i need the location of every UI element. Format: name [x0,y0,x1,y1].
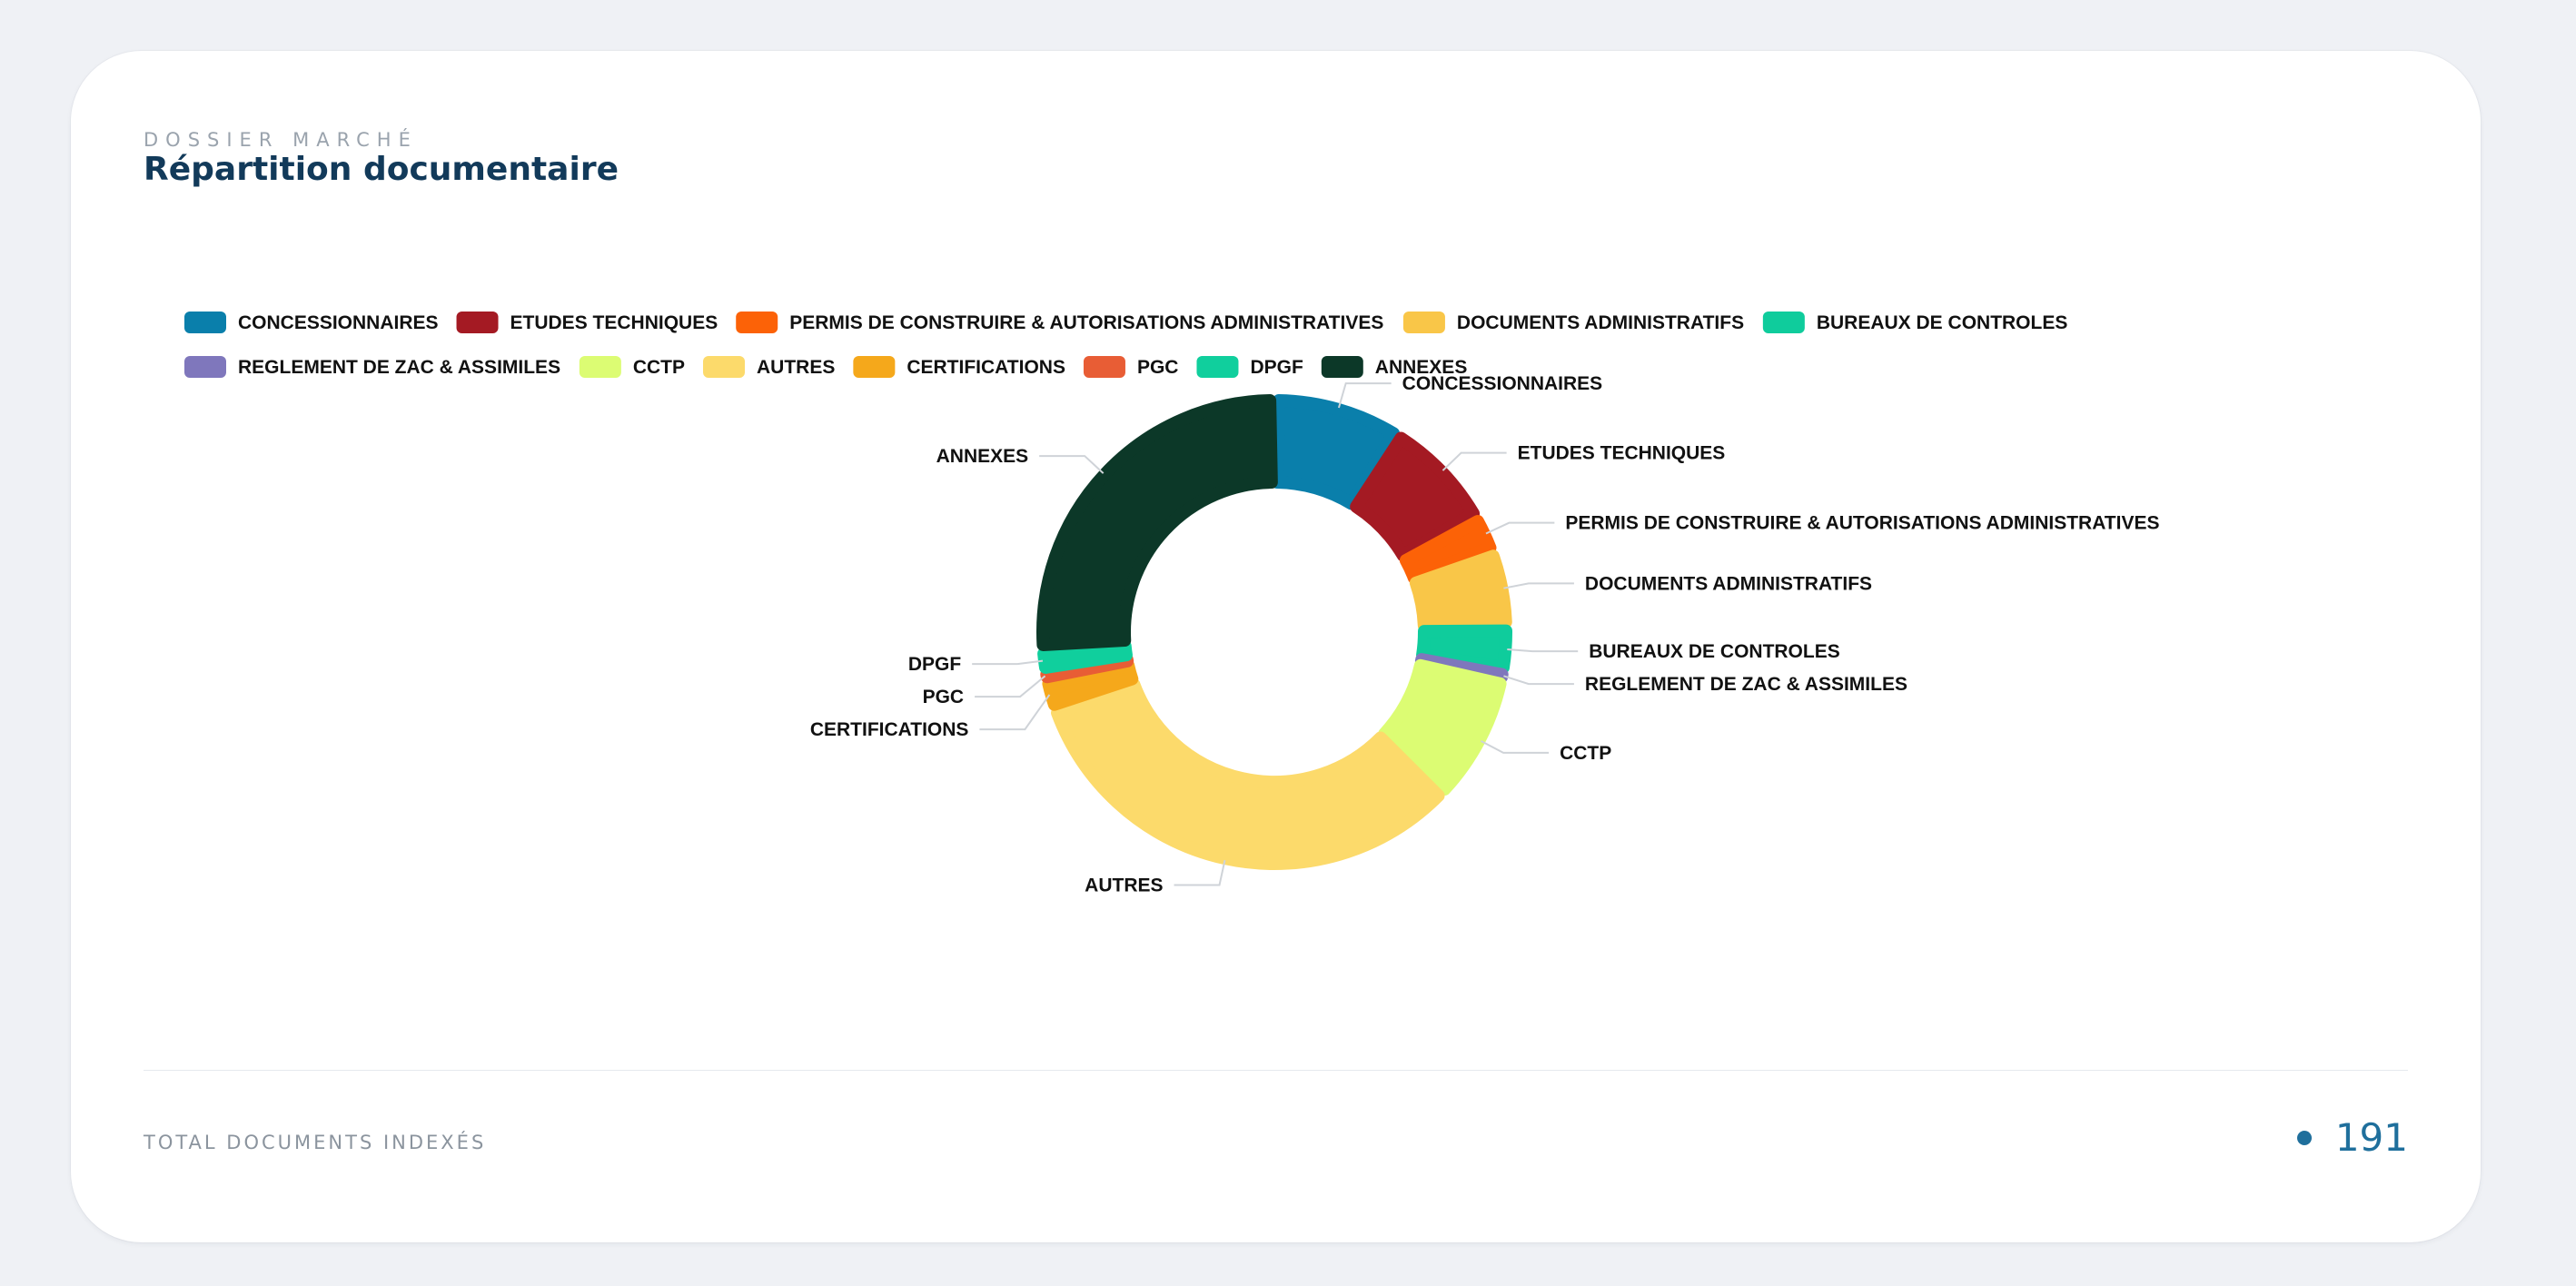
leader-line-documents-administratifs [1503,582,1574,589]
leader-line-certifications [979,694,1051,731]
legend-swatch [184,312,226,333]
legend-swatch [1196,356,1239,378]
legend-label: CERTIFICATIONS [907,357,1065,378]
section-eyebrow: DOSSIER MARCHÉ [144,129,418,151]
legend-item-annexes[interactable]: ANNEXES [1321,356,1468,378]
leader-line-cctp [1480,739,1550,754]
leader-line-etudes-techniques [1442,451,1507,471]
slice-label-cctp: CCTP [1560,743,1611,764]
donut-chart: CONCESSIONNAIRES ETUDES TECHNIQUES PERMIS … [184,312,2160,896]
legend-swatch [1083,356,1125,378]
footer-divider [144,1070,2408,1071]
slice-label-permis-de-construire-and-autorisations-administratives: PERMIS DE CONSTRUIRE & AUTORISATIONS ADM… [1565,513,2159,534]
legend-item-documents-administratifs[interactable]: DOCUMENTS ADMINISTRATIFS [1402,312,1744,333]
legend-item-concessionnaires[interactable]: CONCESSIONNAIRES [184,312,439,333]
legend-label: AUTRES [757,357,835,378]
leader-line-annexes [1039,455,1105,474]
slice-concessionnaires[interactable] [1271,394,1401,510]
chart-card: DOSSIER MARCHÉ Répartition documentaire … [71,51,2481,1242]
legend-label: DOCUMENTS ADMINISTRATIFS [1457,312,1744,333]
status-dot-icon [2296,1130,2312,1145]
leader-line-permis-de-construire-and-autorisations-administratives [1485,521,1555,535]
legend-label: REGLEMENT DE ZAC & ASSIMILES [238,357,560,378]
slice-label-certifications: CERTIFICATIONS [810,719,969,740]
legend-label: ANNEXES [1375,357,1468,378]
legend-item-dpgf[interactable]: DPGF [1196,356,1303,378]
slice-label-reglement-de-zac-and-assimiles: REGLEMENT DE ZAC & ASSIMILES [1585,674,1907,695]
legend-item-bureaux-de-controles[interactable]: BUREAUX DE CONTROLES [1762,312,2068,333]
slice-label-etudes-techniques: ETUDES TECHNIQUES [1518,443,1726,464]
slice-annexes[interactable] [1035,394,1278,651]
legend-swatch [1402,312,1445,333]
legend-label: CONCESSIONNAIRES [238,312,439,333]
total-label: TOTAL DOCUMENTS INDEXÉS [144,1132,487,1153]
legend-label: PERMIS DE CONSTRUIRE & AUTORISATIONS ADM… [789,312,1383,333]
legend-item-cctp[interactable]: CCTP [579,356,685,378]
legend-swatch [1762,312,1805,333]
legend-swatch [456,312,499,333]
legend-swatch [736,312,778,333]
slice-label-autres: AUTRES [1085,875,1163,896]
legend-swatch [853,356,896,378]
slice-documents-administratifs[interactable] [1409,549,1512,632]
leader-line-autres [1174,859,1226,886]
slice-label-bureaux-de-controles: BUREAUX DE CONTROLES [1589,641,1840,662]
legend-label: CCTP [633,357,685,378]
donut-slices [1035,394,1513,870]
legend-item-certifications[interactable]: CERTIFICATIONS [853,356,1065,378]
chart-legend: CONCESSIONNAIRES ETUDES TECHNIQUES PERMIS … [184,312,2067,378]
legend-swatch [703,356,746,378]
slice-label-dpgf: DPGF [908,654,962,675]
legend-item-autres[interactable]: AUTRES [703,356,835,378]
legend-label: PGC [1137,357,1179,378]
leader-line-concessionnaires [1337,382,1392,409]
legend-label: DPGF [1250,357,1303,378]
slice-cctp[interactable] [1378,658,1507,796]
legend-item-pgc[interactable]: PGC [1083,356,1179,378]
leader-line-dpgf [972,659,1044,666]
legend-item-etudes-techniques[interactable]: ETUDES TECHNIQUES [456,312,718,333]
legend-item-reglement-de-zac-and-assimiles[interactable]: REGLEMENT DE ZAC & ASSIMILES [184,356,560,378]
leader-line-pgc [975,675,1046,698]
chart-title: Répartition documentaire [144,151,619,188]
slice-label-concessionnaires: CONCESSIONNAIRES [1402,373,1603,394]
legend-label: ETUDES TECHNIQUES [510,312,718,333]
slice-label-annexes: ANNEXES [936,446,1029,467]
legend-swatch [184,356,226,378]
slice-labels: CONCESSIONNAIRES ETUDES TECHNIQUES PERMIS … [810,373,2160,895]
legend-label: BUREAUX DE CONTROLES [1817,312,2068,333]
leader-line-bureaux-de-controles [1507,648,1579,653]
slice-autres[interactable] [1051,678,1445,870]
legend-swatch [1321,356,1363,378]
slice-label-pgc: PGC [923,687,965,707]
slice-etudes-techniques[interactable] [1350,431,1481,562]
legend-item-permis-de-construire-and-autorisations-administratives[interactable]: PERMIS DE CONSTRUIRE & AUTORISATIONS ADM… [736,312,1383,333]
legend-swatch [579,356,621,378]
leader-line-reglement-de-zac-and-assimiles [1503,675,1574,686]
slice-label-documents-administratifs: DOCUMENTS ADMINISTRATIFS [1585,573,1872,594]
total-count: 191 [2334,1115,2408,1160]
total-value: 191 [2296,1115,2408,1160]
